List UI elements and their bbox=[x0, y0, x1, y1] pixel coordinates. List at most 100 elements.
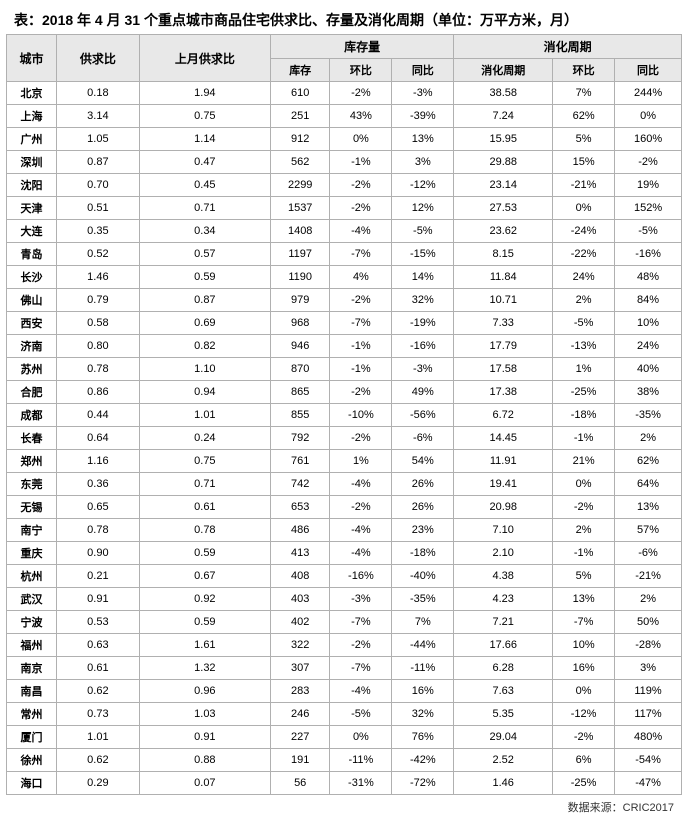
cycle-mom-cell: 62% bbox=[553, 105, 615, 128]
cycle-mom-cell: 21% bbox=[553, 450, 615, 473]
city-cell: 长春 bbox=[7, 427, 57, 450]
cycle-cell: 7.33 bbox=[454, 312, 553, 335]
cycle-cell: 29.88 bbox=[454, 151, 553, 174]
col-cycle-yoy: 同比 bbox=[615, 59, 682, 82]
stock-cell: 1408 bbox=[270, 220, 329, 243]
col-city: 城市 bbox=[7, 35, 57, 82]
cycle-mom-cell: 2% bbox=[553, 289, 615, 312]
stock-mom-cell: -2% bbox=[330, 496, 392, 519]
table-row: 福州0.631.61322-2%-44%17.6610%-28% bbox=[7, 634, 682, 657]
city-cell: 郑州 bbox=[7, 450, 57, 473]
cycle-mom-cell: 13% bbox=[553, 588, 615, 611]
stock-yoy-cell: 32% bbox=[392, 289, 454, 312]
prev-cell: 0.57 bbox=[139, 243, 270, 266]
cycle-yoy-cell: -21% bbox=[615, 565, 682, 588]
cycle-cell: 4.23 bbox=[454, 588, 553, 611]
cycle-cell: 20.98 bbox=[454, 496, 553, 519]
city-cell: 广州 bbox=[7, 128, 57, 151]
col-stock-mom: 环比 bbox=[330, 59, 392, 82]
city-cell: 徐州 bbox=[7, 749, 57, 772]
stock-yoy-cell: 23% bbox=[392, 519, 454, 542]
prev-cell: 0.07 bbox=[139, 772, 270, 795]
cycle-mom-cell: 15% bbox=[553, 151, 615, 174]
ratio-cell: 0.62 bbox=[57, 749, 140, 772]
cycle-yoy-cell: 2% bbox=[615, 588, 682, 611]
table-row: 南昌0.620.96283-4%16%7.630%119% bbox=[7, 680, 682, 703]
prev-cell: 0.67 bbox=[139, 565, 270, 588]
city-cell: 南京 bbox=[7, 657, 57, 680]
table-row: 厦门1.010.912270%76%29.04-2%480% bbox=[7, 726, 682, 749]
ratio-cell: 0.90 bbox=[57, 542, 140, 565]
cycle-cell: 17.58 bbox=[454, 358, 553, 381]
cycle-yoy-cell: -28% bbox=[615, 634, 682, 657]
ratio-cell: 0.63 bbox=[57, 634, 140, 657]
cycle-yoy-cell: 24% bbox=[615, 335, 682, 358]
cycle-mom-cell: 6% bbox=[553, 749, 615, 772]
ratio-cell: 0.36 bbox=[57, 473, 140, 496]
stock-mom-cell: -10% bbox=[330, 404, 392, 427]
ratio-cell: 0.80 bbox=[57, 335, 140, 358]
stock-yoy-cell: -6% bbox=[392, 427, 454, 450]
table-row: 长春0.640.24792-2%-6%14.45-1%2% bbox=[7, 427, 682, 450]
city-cell: 南宁 bbox=[7, 519, 57, 542]
table-title: 表：2018 年 4 月 31 个重点城市商品住宅供求比、存量及消化周期（单位：… bbox=[6, 6, 682, 34]
cycle-yoy-cell: 13% bbox=[615, 496, 682, 519]
city-cell: 成都 bbox=[7, 404, 57, 427]
prev-cell: 0.78 bbox=[139, 519, 270, 542]
cycle-mom-cell: 5% bbox=[553, 128, 615, 151]
stock-yoy-cell: -39% bbox=[392, 105, 454, 128]
stock-yoy-cell: -15% bbox=[392, 243, 454, 266]
stock-mom-cell: -2% bbox=[330, 82, 392, 105]
stock-cell: 2299 bbox=[270, 174, 329, 197]
prev-cell: 0.92 bbox=[139, 588, 270, 611]
stock-mom-cell: -4% bbox=[330, 473, 392, 496]
cycle-mom-cell: -12% bbox=[553, 703, 615, 726]
stock-cell: 191 bbox=[270, 749, 329, 772]
cycle-yoy-cell: 2% bbox=[615, 427, 682, 450]
ratio-cell: 0.35 bbox=[57, 220, 140, 243]
table-row: 大连0.350.341408-4%-5%23.62-24%-5% bbox=[7, 220, 682, 243]
stock-cell: 946 bbox=[270, 335, 329, 358]
cycle-cell: 7.24 bbox=[454, 105, 553, 128]
stock-yoy-cell: -44% bbox=[392, 634, 454, 657]
cycle-yoy-cell: -47% bbox=[615, 772, 682, 795]
cycle-yoy-cell: 10% bbox=[615, 312, 682, 335]
prev-cell: 0.94 bbox=[139, 381, 270, 404]
table-row: 青岛0.520.571197-7%-15%8.15-22%-16% bbox=[7, 243, 682, 266]
cycle-cell: 4.38 bbox=[454, 565, 553, 588]
prev-cell: 0.69 bbox=[139, 312, 270, 335]
cycle-cell: 17.79 bbox=[454, 335, 553, 358]
stock-cell: 912 bbox=[270, 128, 329, 151]
cycle-mom-cell: 0% bbox=[553, 197, 615, 220]
cycle-cell: 17.66 bbox=[454, 634, 553, 657]
cycle-cell: 10.71 bbox=[454, 289, 553, 312]
prev-cell: 0.75 bbox=[139, 105, 270, 128]
city-cell: 上海 bbox=[7, 105, 57, 128]
col-cycle-group: 消化周期 bbox=[454, 35, 682, 59]
ratio-cell: 0.79 bbox=[57, 289, 140, 312]
cycle-mom-cell: 0% bbox=[553, 473, 615, 496]
cycle-mom-cell: -2% bbox=[553, 726, 615, 749]
prev-cell: 0.59 bbox=[139, 266, 270, 289]
city-cell: 天津 bbox=[7, 197, 57, 220]
cycle-yoy-cell: 84% bbox=[615, 289, 682, 312]
stock-mom-cell: -7% bbox=[330, 611, 392, 634]
cycle-cell: 7.63 bbox=[454, 680, 553, 703]
stock-yoy-cell: 7% bbox=[392, 611, 454, 634]
ratio-cell: 1.01 bbox=[57, 726, 140, 749]
cycle-mom-cell: 0% bbox=[553, 680, 615, 703]
table-row: 杭州0.210.67408-16%-40%4.385%-21% bbox=[7, 565, 682, 588]
cycle-mom-cell: 7% bbox=[553, 82, 615, 105]
prev-cell: 0.75 bbox=[139, 450, 270, 473]
cycle-mom-cell: -21% bbox=[553, 174, 615, 197]
cycle-mom-cell: 10% bbox=[553, 634, 615, 657]
cycle-mom-cell: -25% bbox=[553, 381, 615, 404]
city-cell: 重庆 bbox=[7, 542, 57, 565]
stock-mom-cell: 1% bbox=[330, 450, 392, 473]
cycle-cell: 6.28 bbox=[454, 657, 553, 680]
prev-cell: 1.01 bbox=[139, 404, 270, 427]
cycle-yoy-cell: 38% bbox=[615, 381, 682, 404]
stock-mom-cell: -5% bbox=[330, 703, 392, 726]
stock-mom-cell: -4% bbox=[330, 220, 392, 243]
city-cell: 福州 bbox=[7, 634, 57, 657]
